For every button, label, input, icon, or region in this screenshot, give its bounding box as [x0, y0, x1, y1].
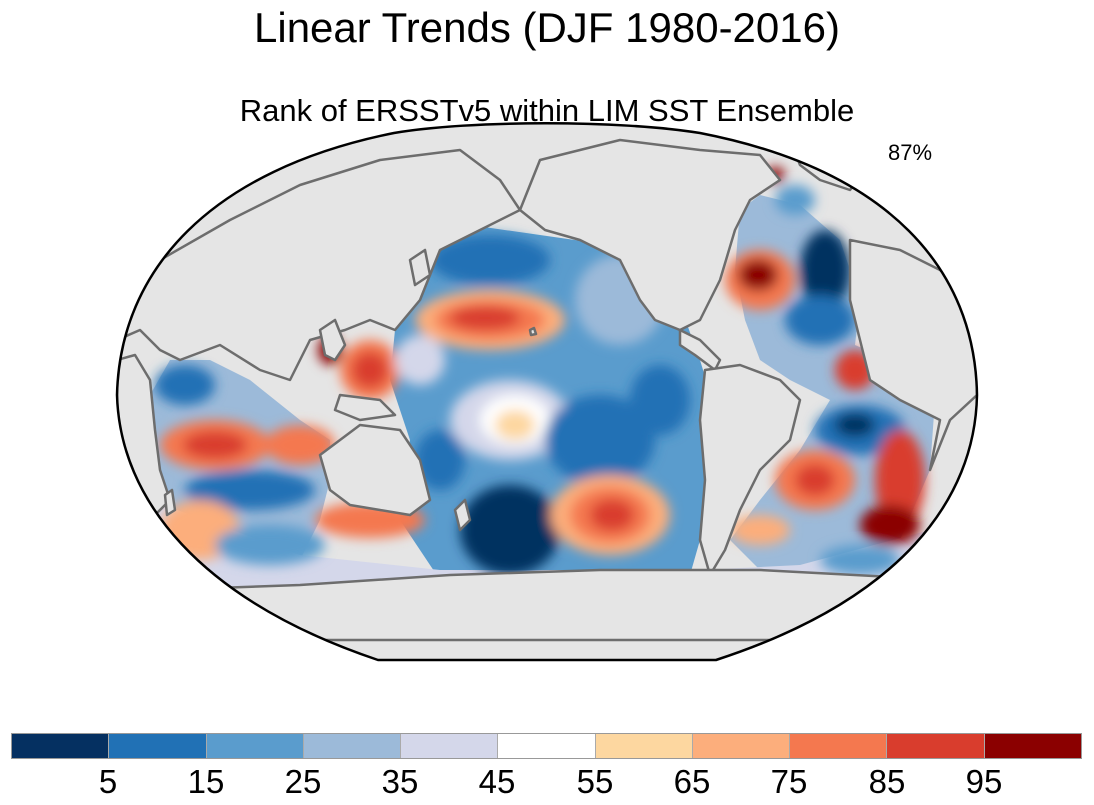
colorbar-tick-label: 45: [478, 763, 516, 800]
map-title: Linear Trends (DJF 1980-2016): [254, 4, 840, 51]
global-percent-label: 87%: [888, 140, 933, 165]
colorbar-tick-label: 75: [770, 763, 808, 800]
colorbar-segment-5: [401, 734, 499, 758]
colorbar-segment-8: [692, 734, 791, 758]
colorbar-segment-4: [303, 734, 402, 758]
colorbar-segment-6: [498, 734, 596, 758]
colorbar-segment-11: [984, 734, 1081, 758]
colorbar-tick-label: 25: [284, 763, 322, 800]
sst-rank-field: [150, 167, 950, 590]
colorbar-tick-label: 5: [98, 763, 118, 800]
colorbar-tick-label: 55: [576, 763, 614, 800]
globe-outline: [115, 122, 979, 662]
colorbar-segment-7: [595, 734, 693, 758]
colorbar-segment-9: [790, 734, 888, 758]
colorbar-tick-label: 35: [381, 763, 419, 800]
colorbar-tick-label: 95: [965, 763, 1003, 800]
colorbar-tick-label: 65: [673, 763, 711, 800]
colorbar-segment-1: [12, 734, 110, 758]
colorbar-tick-label: 15: [187, 763, 225, 800]
continents: [117, 138, 977, 642]
colorbar-segment-2: [109, 734, 207, 758]
colorbar: [11, 733, 1082, 759]
colorbar-segment-10: [887, 734, 985, 758]
colorbar-segment-3: [206, 734, 304, 758]
colorbar-tick-label: 85: [868, 763, 906, 800]
